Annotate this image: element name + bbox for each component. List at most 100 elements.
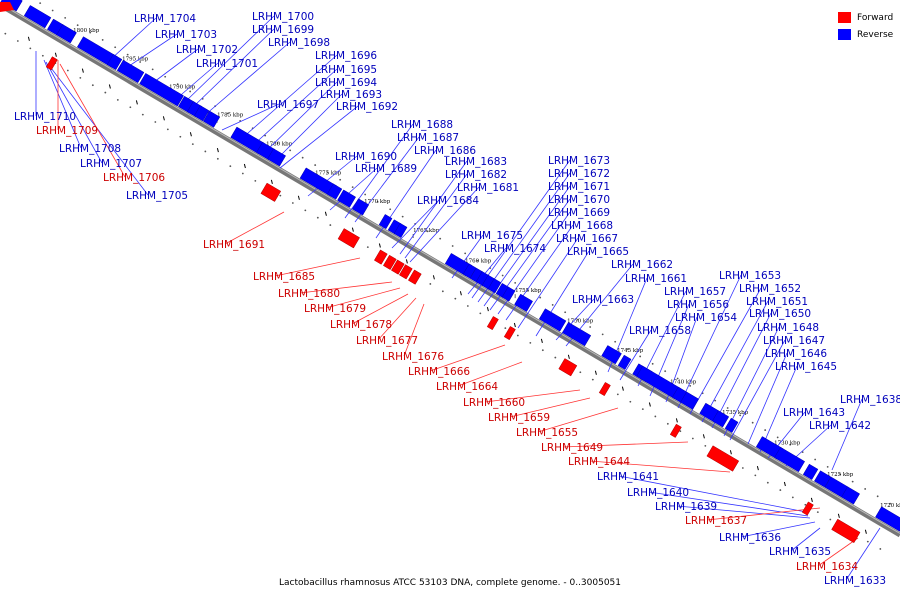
- reverse-gene-label[interactable]: LRHM_1656: [667, 299, 729, 311]
- forward-gene[interactable]: [0, 2, 14, 12]
- reverse-gene-label[interactable]: LRHM_1704: [134, 13, 196, 25]
- reverse-gene[interactable]: [617, 354, 632, 370]
- reverse-gene-label[interactable]: LRHM_1701: [196, 58, 258, 70]
- reverse-gene-label[interactable]: LRHM_1663: [572, 294, 634, 306]
- reverse-gene-label[interactable]: LRHM_1635: [769, 546, 831, 558]
- forward-gene[interactable]: [801, 501, 814, 516]
- reverse-gene-label[interactable]: LRHM_1700: [252, 11, 314, 23]
- reverse-gene-label[interactable]: LRHM_1640: [627, 487, 689, 499]
- reverse-gene[interactable]: [193, 105, 210, 122]
- reverse-gene-label[interactable]: LRHM_1703: [155, 29, 217, 41]
- reverse-gene-label[interactable]: LRHM_1693: [320, 89, 382, 101]
- forward-gene-label[interactable]: LRHM_1678: [330, 319, 392, 331]
- reverse-gene-label[interactable]: LRHM_1698: [268, 37, 330, 49]
- forward-gene-label[interactable]: LRHM_1679: [304, 303, 366, 315]
- reverse-gene-label[interactable]: LRHM_1658: [629, 325, 691, 337]
- reverse-gene-label[interactable]: LRHM_1650: [749, 308, 811, 320]
- reverse-gene-label[interactable]: LRHM_1639: [655, 501, 717, 513]
- forward-gene-label[interactable]: LRHM_1644: [568, 456, 630, 468]
- forward-gene-label[interactable]: LRHM_1655: [516, 427, 578, 439]
- reverse-gene[interactable]: [680, 391, 699, 410]
- reverse-gene[interactable]: [561, 321, 592, 347]
- reverse-gene[interactable]: [337, 189, 356, 208]
- reverse-gene[interactable]: [712, 410, 730, 428]
- reverse-gene-label[interactable]: LRHM_1654: [675, 312, 737, 324]
- reverse-gene-label[interactable]: LRHM_1692: [336, 101, 398, 113]
- forward-gene[interactable]: [390, 259, 405, 275]
- reverse-gene-label[interactable]: LRHM_1674: [484, 243, 546, 255]
- reverse-gene-label[interactable]: LRHM_1684: [417, 195, 479, 207]
- reverse-gene-label[interactable]: LRHM_1665: [567, 246, 629, 258]
- forward-gene-label[interactable]: LRHM_1685: [253, 271, 315, 283]
- reverse-gene-label[interactable]: LRHM_1653: [719, 270, 781, 282]
- reverse-gene[interactable]: [352, 198, 370, 216]
- forward-gene-label[interactable]: LRHM_1664: [436, 381, 498, 393]
- reverse-gene[interactable]: [56, 24, 77, 44]
- reverse-gene-label[interactable]: LRHM_1705: [126, 190, 188, 202]
- forward-gene[interactable]: [503, 326, 516, 341]
- reverse-gene-label[interactable]: LRHM_1686: [414, 145, 476, 157]
- reverse-gene-label[interactable]: LRHM_1710: [14, 111, 76, 123]
- reverse-gene[interactable]: [802, 463, 819, 480]
- reverse-gene-label[interactable]: LRHM_1652: [739, 283, 801, 295]
- reverse-gene-label[interactable]: LRHM_1633: [824, 575, 886, 587]
- reverse-gene-label[interactable]: LRHM_1702: [176, 44, 238, 56]
- reverse-gene-label[interactable]: LRHM_1683: [445, 156, 507, 168]
- reverse-gene[interactable]: [841, 486, 860, 505]
- reverse-gene-label[interactable]: LRHM_1657: [664, 286, 726, 298]
- reverse-gene-label[interactable]: LRHM_1671: [548, 181, 610, 193]
- forward-gene[interactable]: [373, 249, 388, 265]
- reverse-gene[interactable]: [378, 214, 393, 230]
- reverse-gene-label[interactable]: LRHM_1697: [257, 99, 319, 111]
- reverse-gene[interactable]: [139, 73, 184, 107]
- reverse-gene-label[interactable]: LRHM_1641: [597, 471, 659, 483]
- reverse-gene-label[interactable]: LRHM_1682: [445, 169, 507, 181]
- forward-gene[interactable]: [407, 269, 422, 285]
- reverse-gene-label[interactable]: LRHM_1708: [59, 143, 121, 155]
- forward-gene[interactable]: [398, 264, 413, 280]
- reverse-gene-label[interactable]: LRHM_1681: [457, 182, 519, 194]
- forward-gene-label[interactable]: LRHM_1649: [541, 442, 603, 454]
- reverse-gene[interactable]: [601, 345, 622, 365]
- reverse-gene-label[interactable]: LRHM_1687: [397, 132, 459, 144]
- reverse-gene-label[interactable]: LRHM_1636: [719, 532, 781, 544]
- forward-gene[interactable]: [558, 358, 578, 377]
- forward-gene[interactable]: [706, 445, 740, 472]
- forward-gene-label[interactable]: LRHM_1634: [796, 561, 858, 573]
- reverse-gene-label[interactable]: LRHM_1643: [783, 407, 845, 419]
- reverse-gene-label[interactable]: LRHM_1651: [746, 296, 808, 308]
- forward-gene-label[interactable]: LRHM_1691: [203, 239, 265, 251]
- forward-gene-label[interactable]: LRHM_1659: [488, 412, 550, 424]
- forward-gene[interactable]: [486, 316, 499, 331]
- reverse-gene-label[interactable]: LRHM_1696: [315, 50, 377, 62]
- forward-gene-label[interactable]: LRHM_1677: [356, 335, 418, 347]
- forward-gene[interactable]: [260, 182, 282, 202]
- forward-gene-label[interactable]: LRHM_1680: [278, 288, 340, 300]
- reverse-gene-label[interactable]: LRHM_1662: [611, 259, 673, 271]
- reverse-gene-label[interactable]: LRHM_1695: [315, 64, 377, 76]
- reverse-gene[interactable]: [393, 222, 408, 238]
- reverse-gene-label[interactable]: LRHM_1672: [548, 168, 610, 180]
- forward-gene-label[interactable]: LRHM_1660: [463, 397, 525, 409]
- reverse-gene-label[interactable]: LRHM_1661: [625, 273, 687, 285]
- reverse-gene-label[interactable]: LRHM_1668: [551, 220, 613, 232]
- reverse-gene-label[interactable]: LRHM_1647: [763, 335, 825, 347]
- forward-gene[interactable]: [669, 423, 682, 438]
- reverse-gene[interactable]: [267, 148, 286, 167]
- forward-gene-label[interactable]: LRHM_1706: [103, 172, 165, 184]
- reverse-gene-label[interactable]: LRHM_1667: [556, 233, 618, 245]
- reverse-gene-label[interactable]: LRHM_1690: [335, 151, 397, 163]
- reverse-gene[interactable]: [501, 286, 516, 302]
- reverse-gene[interactable]: [23, 5, 52, 29]
- forward-gene-label[interactable]: LRHM_1637: [685, 515, 747, 527]
- reverse-gene-label[interactable]: LRHM_1646: [765, 348, 827, 360]
- reverse-gene-label[interactable]: LRHM_1669: [548, 207, 610, 219]
- forward-gene[interactable]: [337, 228, 360, 249]
- reverse-gene-label[interactable]: LRHM_1699: [252, 24, 314, 36]
- forward-gene-label[interactable]: LRHM_1676: [382, 351, 444, 363]
- reverse-gene-label[interactable]: LRHM_1673: [548, 155, 610, 167]
- reverse-gene[interactable]: [106, 53, 123, 71]
- reverse-gene-label[interactable]: LRHM_1707: [80, 158, 142, 170]
- reverse-gene-label[interactable]: LRHM_1645: [775, 361, 837, 373]
- reverse-gene[interactable]: [774, 446, 806, 473]
